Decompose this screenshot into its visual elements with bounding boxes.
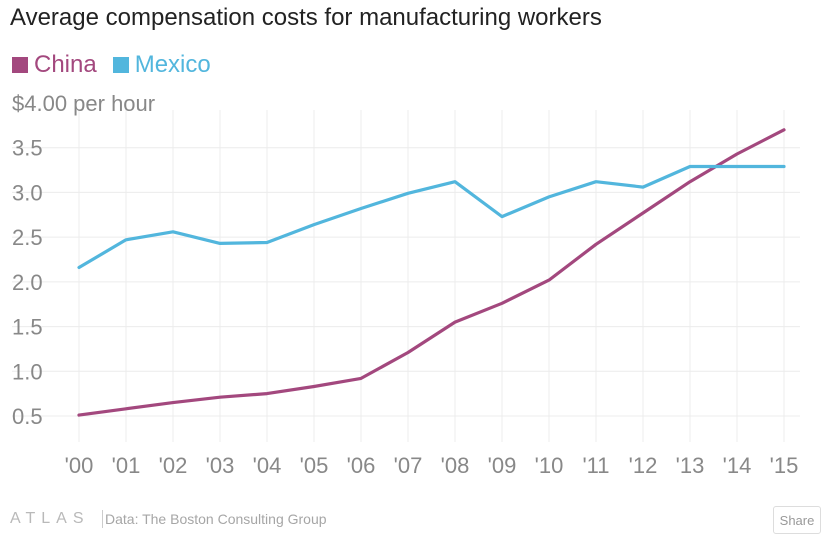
footer-divider bbox=[102, 510, 103, 528]
x-tick-label: '12 bbox=[629, 453, 658, 478]
x-tick-label: '03 bbox=[206, 453, 235, 478]
x-tick-label: '11 bbox=[582, 453, 609, 478]
x-axis-ticks: '00 '01 '02 '03 '04 '05 '06 '07 '08 '09 '10 '11 '12 '… bbox=[65, 453, 799, 478]
x-tick-label: '15 bbox=[770, 453, 799, 478]
x-tick-label: '02 bbox=[159, 453, 188, 478]
legend-swatch-mexico bbox=[112, 57, 129, 73]
x-tick-label: '14 bbox=[723, 453, 752, 478]
y-tick-label: 3.0 bbox=[12, 180, 43, 205]
legend-mexico: Mexico bbox=[112, 51, 211, 79]
x-tick-label: '10 bbox=[535, 453, 564, 478]
grid bbox=[12, 110, 800, 442]
legend-swatch-china bbox=[12, 57, 28, 73]
data-source: Data: The Boston Consulting Group bbox=[105, 511, 327, 527]
y-tick-label: 2.0 bbox=[12, 270, 43, 295]
x-tick-label: '00 bbox=[65, 453, 94, 478]
legend-label-china: China bbox=[34, 51, 97, 78]
x-tick-label: '05 bbox=[300, 453, 329, 478]
x-tick-label: '04 bbox=[253, 453, 282, 478]
chart-title: Average compensation costs for manufactu… bbox=[10, 4, 602, 31]
atlas-logo: ATLAS bbox=[10, 510, 90, 527]
y-tick-label: 2.5 bbox=[12, 225, 43, 250]
series-line-china bbox=[77, 128, 786, 417]
share-button[interactable]: Share bbox=[773, 506, 821, 534]
y-tick-label: 0.5 bbox=[12, 404, 43, 429]
x-tick-label: '08 bbox=[441, 453, 470, 478]
y-tick-label: 3.5 bbox=[12, 136, 43, 161]
legend: China Mexico bbox=[12, 50, 227, 80]
series-line-mexico bbox=[77, 164, 786, 270]
y-tick-label: 1.5 bbox=[12, 315, 43, 340]
series bbox=[77, 128, 786, 417]
y-axis-ticks: $4.00 per hour 3.5 3.0 2.5 2.0 1.5 1.0 0.5 bbox=[12, 91, 155, 429]
footer: ATLAS Data: The Boston Consulting Group … bbox=[10, 506, 821, 534]
legend-china: China bbox=[12, 51, 97, 79]
x-tick-label: '06 bbox=[347, 453, 376, 478]
legend-label-mexico: Mexico bbox=[134, 51, 211, 78]
y-tick-label: 1.0 bbox=[12, 359, 43, 384]
x-tick-label: '07 bbox=[394, 453, 423, 478]
x-tick-label: '13 bbox=[676, 453, 705, 478]
x-tick-label: '09 bbox=[488, 453, 517, 478]
y-tick-label: $4.00 per hour bbox=[12, 91, 155, 116]
x-tick-label: '01 bbox=[112, 453, 141, 478]
